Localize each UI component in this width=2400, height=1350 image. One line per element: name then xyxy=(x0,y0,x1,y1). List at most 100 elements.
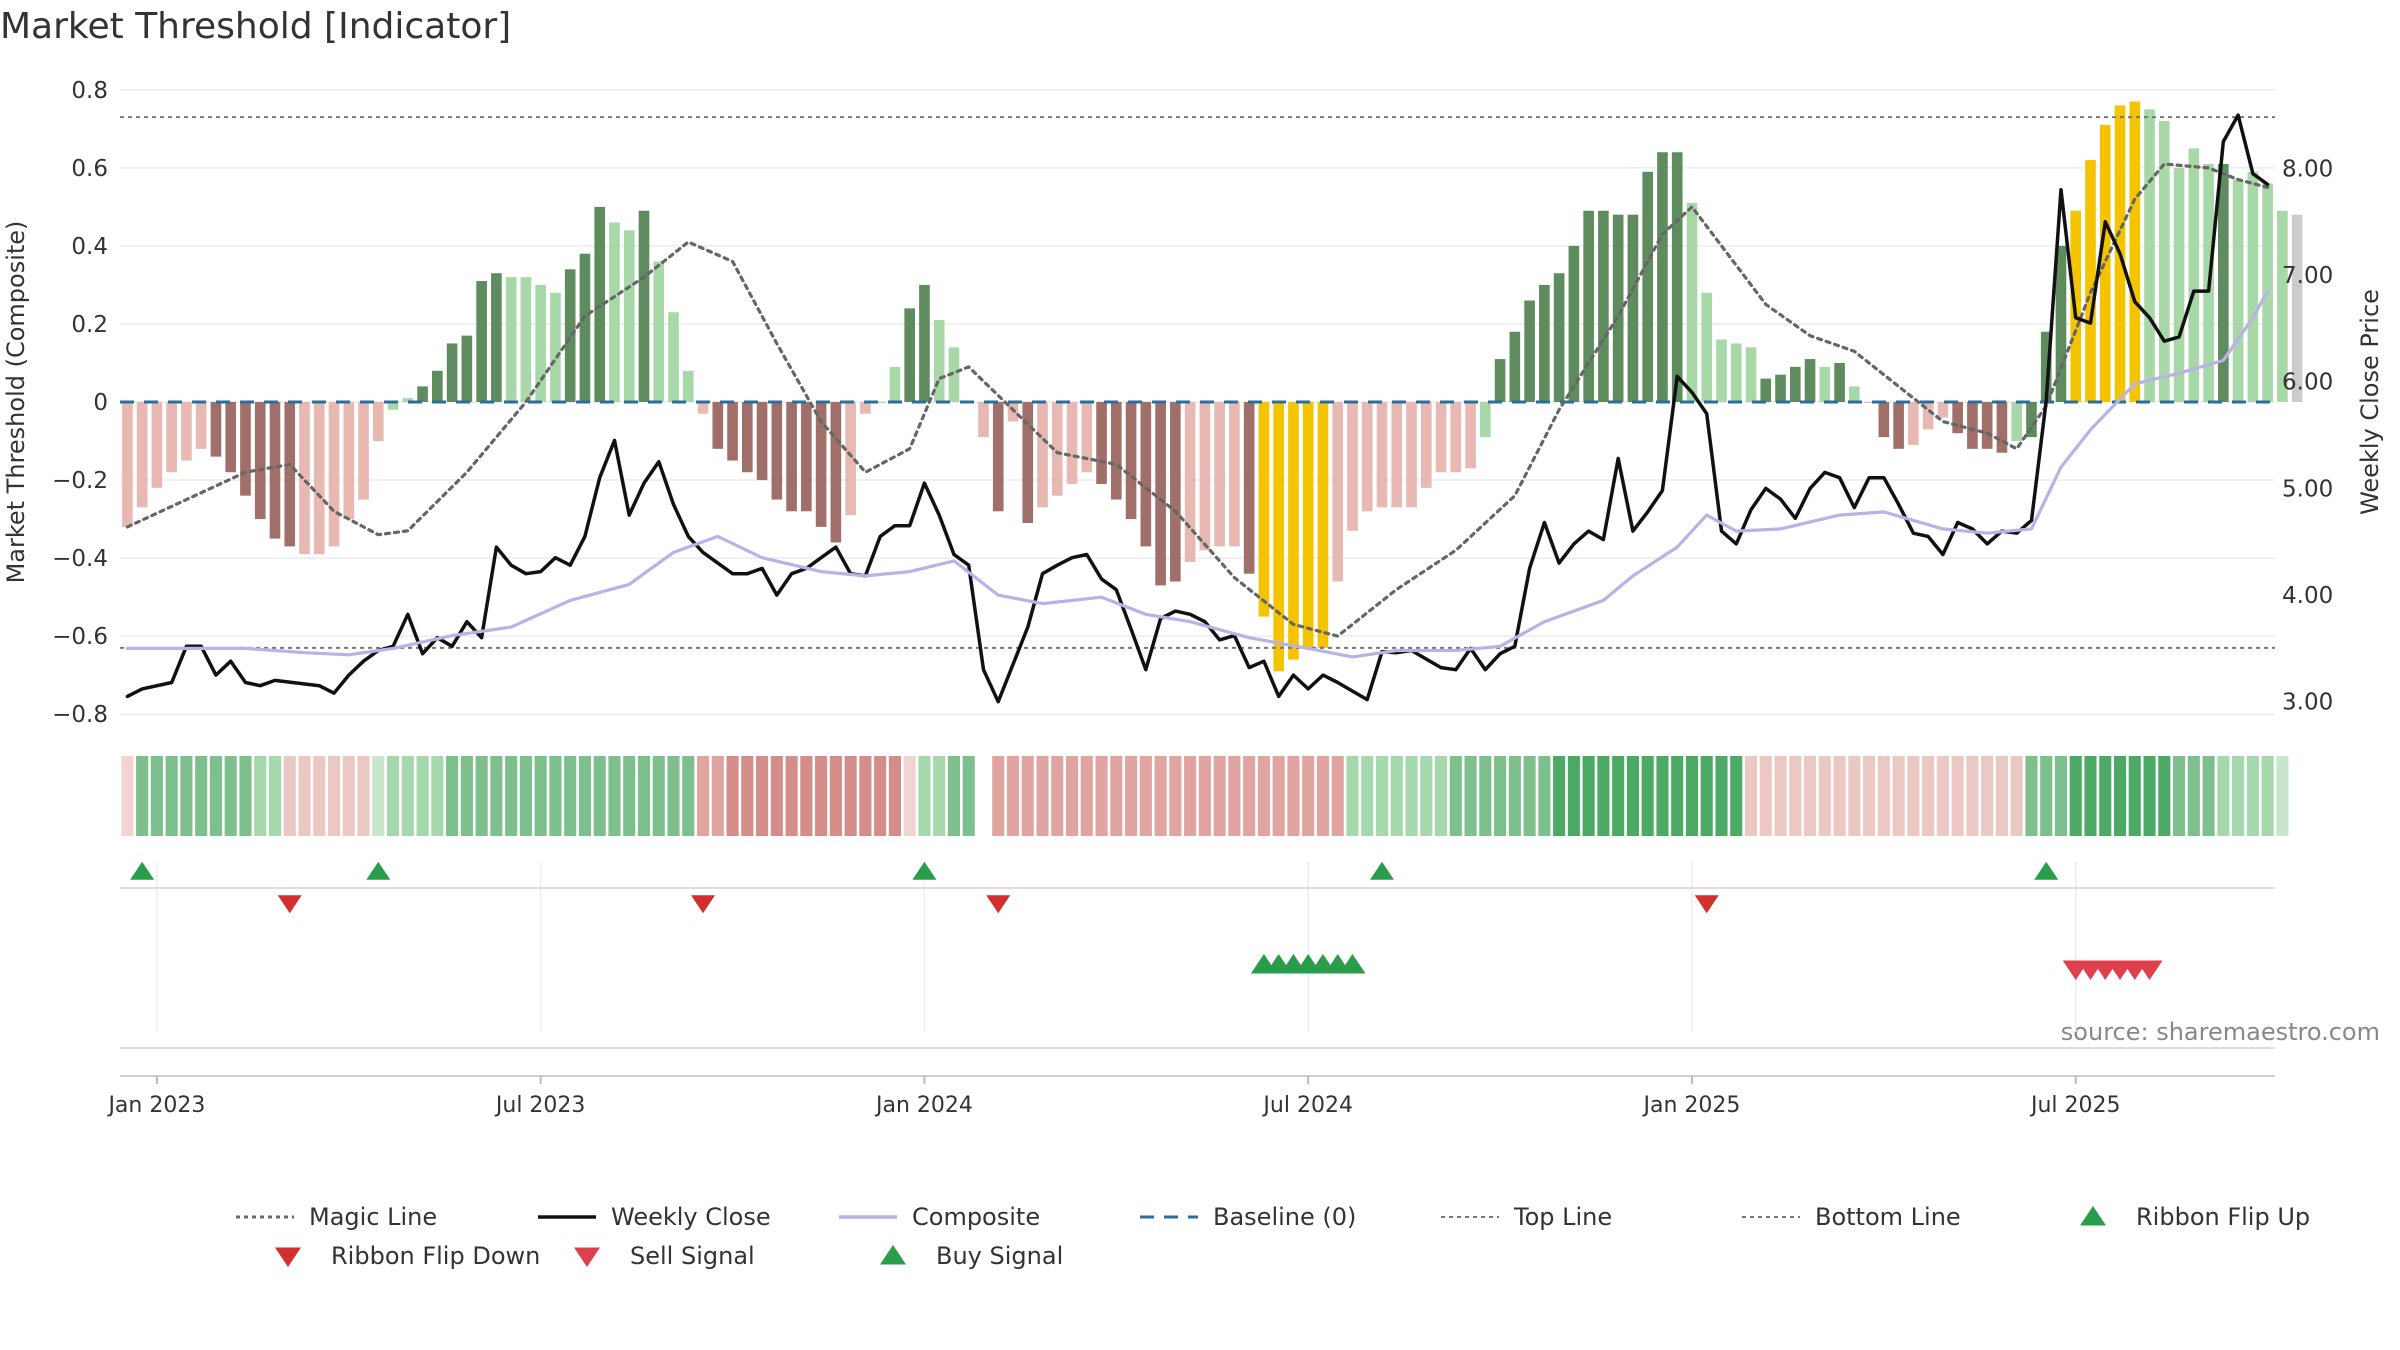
composite-bar xyxy=(1819,366,1831,402)
composite-bar xyxy=(1996,402,2008,453)
composite-bar xyxy=(1037,402,1048,508)
ribbon-cell xyxy=(1021,756,1034,836)
composite-bar xyxy=(712,402,724,449)
ribbon-cell xyxy=(1700,756,1713,836)
ribbon-cell xyxy=(667,756,680,836)
sell-signal-marker xyxy=(2136,960,2163,981)
composite-bar xyxy=(284,402,296,547)
composite-bar xyxy=(1243,402,1255,574)
legend-label: Buy Signal xyxy=(936,1242,1063,1270)
composite-bar xyxy=(1376,402,1388,508)
legend-label: Ribbon Flip Up xyxy=(2136,1203,2310,1231)
composite-bar xyxy=(1834,362,1845,402)
composite-bar xyxy=(1981,402,1993,449)
y-tick-label: 0 xyxy=(93,390,108,416)
y2-axis-label: Weekly Close Price xyxy=(2356,289,2384,515)
composite-bar xyxy=(461,335,473,402)
ribbon-cell xyxy=(121,756,134,836)
composite-bar xyxy=(653,261,665,402)
composite-bar xyxy=(1288,402,1299,660)
composite-bar xyxy=(1539,284,1550,402)
composite-bar xyxy=(1022,402,1034,523)
composite-bar xyxy=(2173,167,2185,402)
ribbon-cell xyxy=(2099,756,2112,836)
composite-bar xyxy=(505,277,517,402)
composite-bar xyxy=(948,347,960,402)
composite-bar xyxy=(358,402,369,500)
composite-bar xyxy=(210,402,222,457)
ribbon-cell xyxy=(460,756,473,836)
y-tick-label: −0.4 xyxy=(52,546,108,572)
composite-bar xyxy=(1568,245,1580,402)
composite-bar xyxy=(491,273,502,402)
ribbon-cell xyxy=(1110,756,1123,836)
composite-bar xyxy=(1524,300,1535,402)
ribbon-cell xyxy=(180,756,193,836)
composite-bar xyxy=(240,402,251,496)
gridlines xyxy=(120,89,2275,1032)
composite-bar xyxy=(1465,402,1476,469)
ribbon-cell xyxy=(446,756,459,836)
ribbon-cell xyxy=(696,756,710,836)
composite-bar xyxy=(1849,386,1860,402)
composite-bar xyxy=(638,210,650,402)
ribbon-cell xyxy=(1375,756,1389,836)
composite-bar xyxy=(1258,402,1270,617)
composite-bar xyxy=(845,402,856,516)
ribbon-cell xyxy=(2054,756,2068,836)
composite-bar xyxy=(1214,402,1225,547)
series-line-composite xyxy=(125,289,2270,659)
composite-bar xyxy=(1745,347,1757,402)
x-tick-label: Jul 2024 xyxy=(1261,1093,1353,1118)
ribbon-cell xyxy=(2232,756,2245,836)
composite-bar xyxy=(860,402,871,414)
ribbon-cell xyxy=(505,756,518,836)
ribbon-cell xyxy=(387,756,400,836)
composite-bar xyxy=(313,402,325,555)
ribbon-cell xyxy=(2261,756,2274,836)
ribbon-cell xyxy=(2217,756,2230,836)
ribbon-cell xyxy=(682,756,695,836)
ribbon-cell xyxy=(1464,756,1477,836)
composite-bar xyxy=(1878,402,1890,438)
composite-bar xyxy=(1450,402,1462,473)
composite-bar xyxy=(2232,179,2244,402)
composite-bar xyxy=(2129,101,2141,402)
series-line-magic-line xyxy=(125,162,2270,638)
legend-label: Composite xyxy=(912,1203,1040,1231)
ribbon-cell xyxy=(2143,756,2156,836)
y-tick-label: 0.6 xyxy=(71,156,108,182)
ribbon-cell xyxy=(2276,756,2289,836)
composite-bar xyxy=(1361,402,1373,512)
ribbon-cell xyxy=(1420,756,1433,836)
composite-bar xyxy=(2011,402,2023,442)
composite-bar xyxy=(697,402,709,414)
ribbon-cell xyxy=(2158,756,2171,836)
composite-bar xyxy=(151,402,163,488)
ribbon-cell xyxy=(1936,756,1949,836)
ribbon-cell xyxy=(992,756,1005,836)
composite-bar xyxy=(609,222,620,402)
ribbon-cell xyxy=(1257,756,1270,836)
composite-bar xyxy=(372,402,384,442)
ribbon-cell xyxy=(1626,756,1639,836)
composite-bar xyxy=(668,312,679,402)
ribbon-cell xyxy=(829,756,842,836)
ribbon-cell xyxy=(224,756,237,836)
y-tick-label: 0.4 xyxy=(71,234,108,260)
ribbon-cell xyxy=(741,756,754,836)
ribbon-cell xyxy=(1494,756,1507,836)
composite-bar xyxy=(1184,402,1196,562)
ribbon-flip-up-marker xyxy=(366,861,391,880)
ribbon-cell xyxy=(756,756,769,836)
ribbon-cell xyxy=(1818,756,1831,836)
ribbon-flip-down-marker xyxy=(1694,895,1719,914)
ribbon-cell xyxy=(2187,756,2200,836)
ribbon-cell xyxy=(947,756,961,836)
composite-bar xyxy=(122,402,133,527)
ribbon-cell xyxy=(815,756,828,836)
ribbon-cell xyxy=(564,756,577,836)
ribbon-cell xyxy=(209,756,222,836)
ribbon-cell xyxy=(1316,756,1330,836)
